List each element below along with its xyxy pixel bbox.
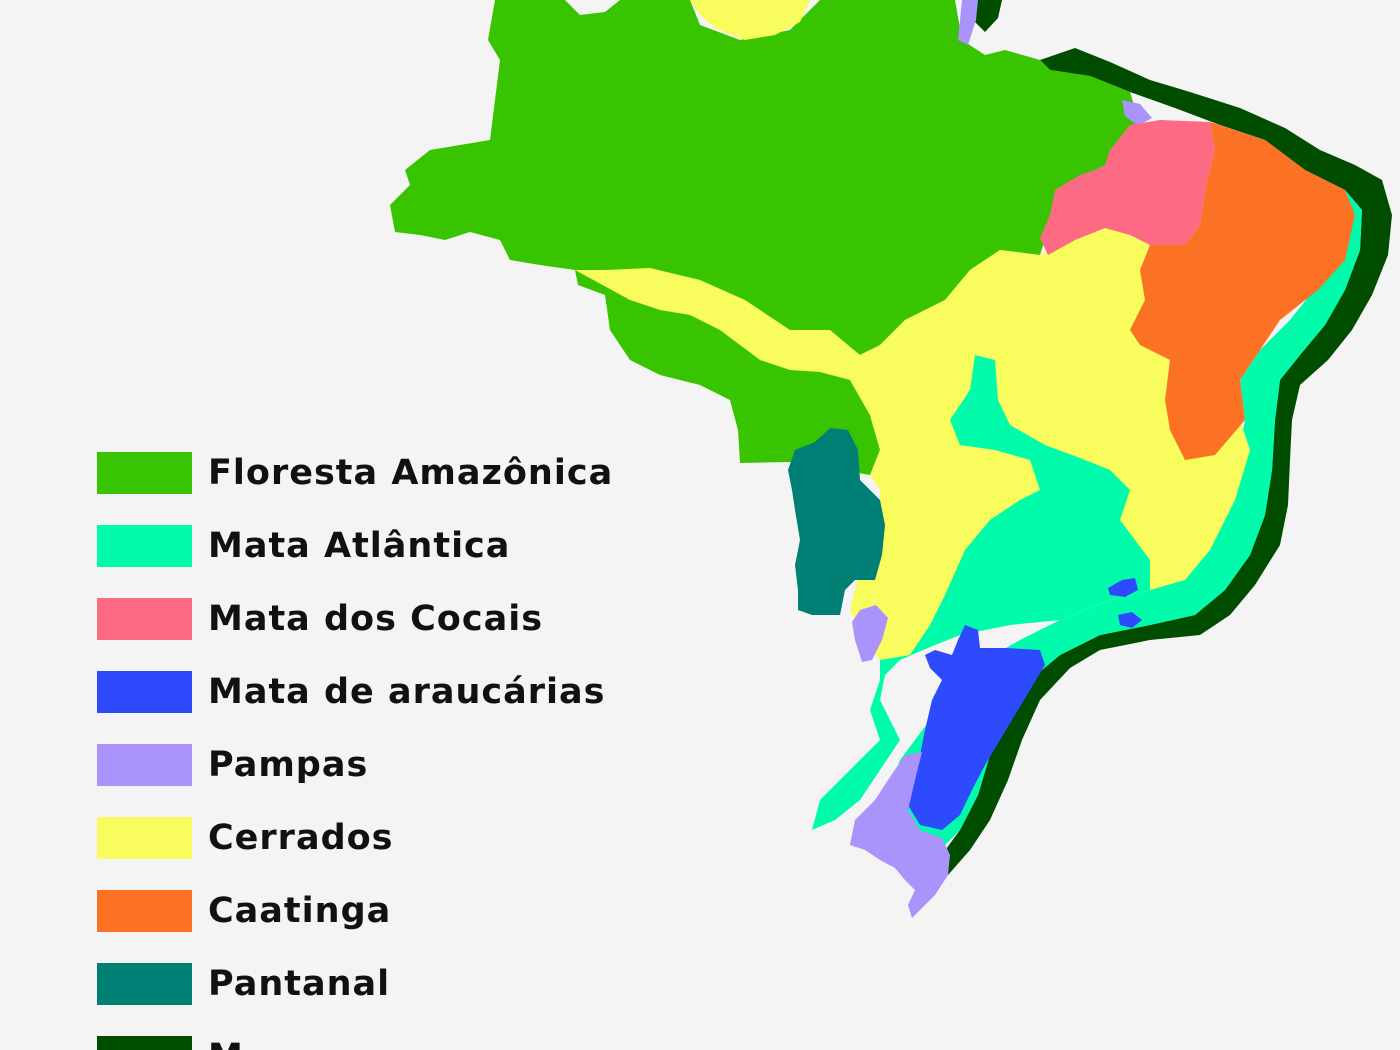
legend-item: Floresta Amazônica [97, 452, 613, 494]
legend-swatch [97, 598, 192, 640]
region-mata-atlantica-interior [812, 355, 1150, 830]
region-mangue-north [972, 0, 1002, 32]
region-araucaria-speck-b [1118, 612, 1142, 628]
region-floresta-amazonica [390, 0, 1140, 475]
region-pampas-north-east [1122, 100, 1152, 126]
legend-swatch [97, 525, 192, 567]
legend-swatch [97, 744, 192, 786]
legend-label: Mata de araucárias [208, 672, 606, 712]
region-mangue-coast [938, 48, 1392, 875]
region-mata-dos-cocais [1040, 120, 1215, 255]
legend-item: Pampas [97, 744, 613, 786]
legend-label: Caatinga [208, 891, 392, 931]
region-pampas-south [850, 752, 950, 918]
legend-item: Mata dos Cocais [97, 598, 613, 640]
legend-swatch [97, 1036, 192, 1050]
region-caatinga [1130, 122, 1355, 460]
legend-item: M [97, 1036, 613, 1050]
legend-swatch [97, 890, 192, 932]
region-cerrado-north [690, 0, 810, 40]
legend-item: Cerrados [97, 817, 613, 859]
legend-item: Pantanal [97, 963, 613, 1005]
legend-label: Cerrados [208, 818, 394, 858]
legend-swatch [97, 817, 192, 859]
region-araucaria-speck-a [1108, 578, 1138, 597]
legend-label: Pampas [208, 745, 369, 785]
region-pantanal [788, 428, 885, 615]
legend-label: Mata Atlântica [208, 526, 511, 566]
legend-label: Mata dos Cocais [208, 599, 544, 639]
region-pampas-southwest [852, 605, 888, 662]
legend-label: M [208, 1036, 244, 1050]
legend: Floresta Amazônica Mata Atlântica Mata dos… [97, 452, 613, 1050]
legend-swatch [97, 671, 192, 713]
region-mata-de-araucarias [908, 625, 1045, 830]
legend-item: Mata Atlântica [97, 525, 613, 567]
legend-label: Pantanal [208, 964, 391, 1004]
legend-item: Mata de araucárias [97, 671, 613, 713]
region-pampas-north [958, 0, 978, 45]
legend-item: Caatinga [97, 890, 613, 932]
legend-swatch [97, 452, 192, 494]
legend-swatch [97, 963, 192, 1005]
legend-label: Floresta Amazônica [208, 453, 614, 493]
